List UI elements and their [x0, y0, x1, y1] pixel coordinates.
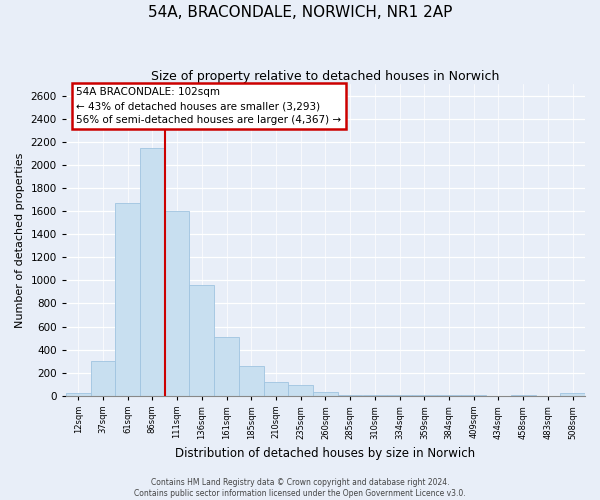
Bar — [239, 366, 263, 396]
Bar — [91, 361, 115, 396]
Bar — [437, 395, 461, 396]
Bar — [214, 337, 239, 396]
Bar — [511, 395, 536, 396]
Bar — [412, 395, 437, 396]
Bar — [66, 394, 91, 396]
Bar — [165, 211, 190, 396]
Bar — [560, 394, 585, 396]
Bar — [190, 285, 214, 396]
Bar — [338, 394, 362, 396]
Title: Size of property relative to detached houses in Norwich: Size of property relative to detached ho… — [151, 70, 500, 83]
Y-axis label: Number of detached properties: Number of detached properties — [15, 152, 25, 328]
X-axis label: Distribution of detached houses by size in Norwich: Distribution of detached houses by size … — [175, 447, 475, 460]
Bar — [387, 395, 412, 396]
Bar — [461, 395, 486, 396]
Bar — [263, 382, 289, 396]
Bar — [289, 385, 313, 396]
Bar — [313, 392, 338, 396]
Bar — [140, 148, 165, 396]
Bar — [115, 203, 140, 396]
Text: Contains HM Land Registry data © Crown copyright and database right 2024.
Contai: Contains HM Land Registry data © Crown c… — [134, 478, 466, 498]
Bar — [362, 394, 387, 396]
Text: 54A, BRACONDALE, NORWICH, NR1 2AP: 54A, BRACONDALE, NORWICH, NR1 2AP — [148, 5, 452, 20]
Text: 54A BRACONDALE: 102sqm
← 43% of detached houses are smaller (3,293)
56% of semi-: 54A BRACONDALE: 102sqm ← 43% of detached… — [76, 88, 341, 126]
